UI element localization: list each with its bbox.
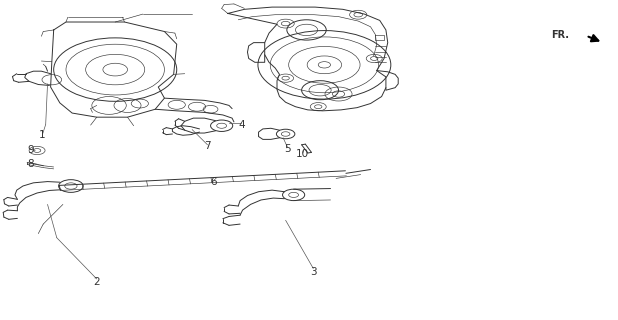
Text: 3: 3 <box>310 267 316 277</box>
Text: 5: 5 <box>284 144 291 154</box>
Text: 9: 9 <box>28 146 34 156</box>
Text: 6: 6 <box>210 177 217 187</box>
Text: 4: 4 <box>238 120 245 130</box>
Text: 10: 10 <box>296 149 310 159</box>
Text: 1: 1 <box>40 130 46 140</box>
Text: 8: 8 <box>28 159 34 169</box>
Text: FR.: FR. <box>551 30 569 40</box>
Text: 2: 2 <box>93 277 100 287</box>
Text: 7: 7 <box>204 141 211 151</box>
